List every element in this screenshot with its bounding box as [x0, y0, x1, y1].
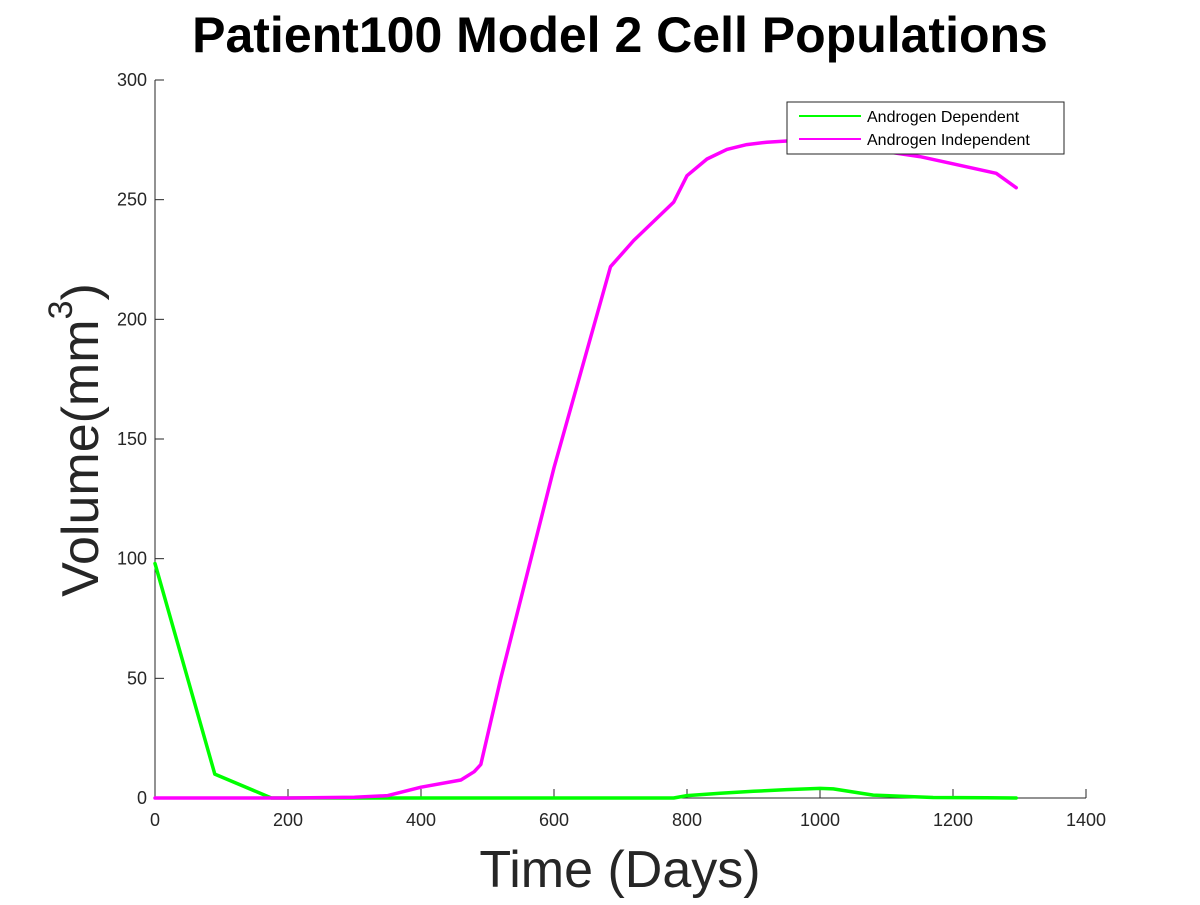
x-tick-label: 1200: [933, 810, 973, 830]
y-axis-label-superscript: 3: [42, 301, 80, 320]
y-tick-label: 100: [117, 549, 147, 569]
x-axis-label: Time (Days): [479, 841, 760, 899]
y-ticks: 0 50 100 150 200 250 300: [117, 70, 164, 808]
x-ticks: 0 200 400 600 800 1000 1200 1400: [150, 789, 1106, 830]
y-axis-label: Volume(mm3): [42, 283, 110, 597]
y-tick-label: 50: [127, 668, 147, 688]
series-lines: [153, 138, 1018, 800]
legend: Androgen Dependent Androgen Independent: [786, 101, 1065, 155]
y-tick-label: 0: [137, 788, 147, 808]
x-tick-label: 1000: [800, 810, 840, 830]
series-line-androgen-independent: [153, 138, 1018, 800]
legend-label: Androgen Independent: [867, 132, 1030, 149]
y-tick-label: 200: [117, 309, 147, 329]
y-axis-label-suffix: ): [52, 283, 110, 300]
y-tick-label: 250: [117, 190, 147, 210]
y-axis-label-main: Volume(mm: [52, 319, 110, 596]
y-tick-label: 300: [117, 70, 147, 90]
x-tick-label: 1400: [1066, 810, 1106, 830]
legend-box: [786, 101, 1065, 155]
x-tick-label: 400: [406, 810, 436, 830]
series-line-androgen-dependent: [153, 561, 1018, 800]
legend-label: Androgen Dependent: [867, 109, 1020, 126]
axes: [154, 80, 1086, 799]
x-tick-label: 600: [539, 810, 569, 830]
y-tick-label: 150: [117, 429, 147, 449]
legend-items: Androgen Dependent Androgen Independent: [799, 109, 1030, 149]
x-tick-label: 0: [150, 810, 160, 830]
chart-title: Patient100 Model 2 Cell Populations: [192, 7, 1048, 63]
x-tick-label: 200: [273, 810, 303, 830]
x-tick-label: 800: [672, 810, 702, 830]
